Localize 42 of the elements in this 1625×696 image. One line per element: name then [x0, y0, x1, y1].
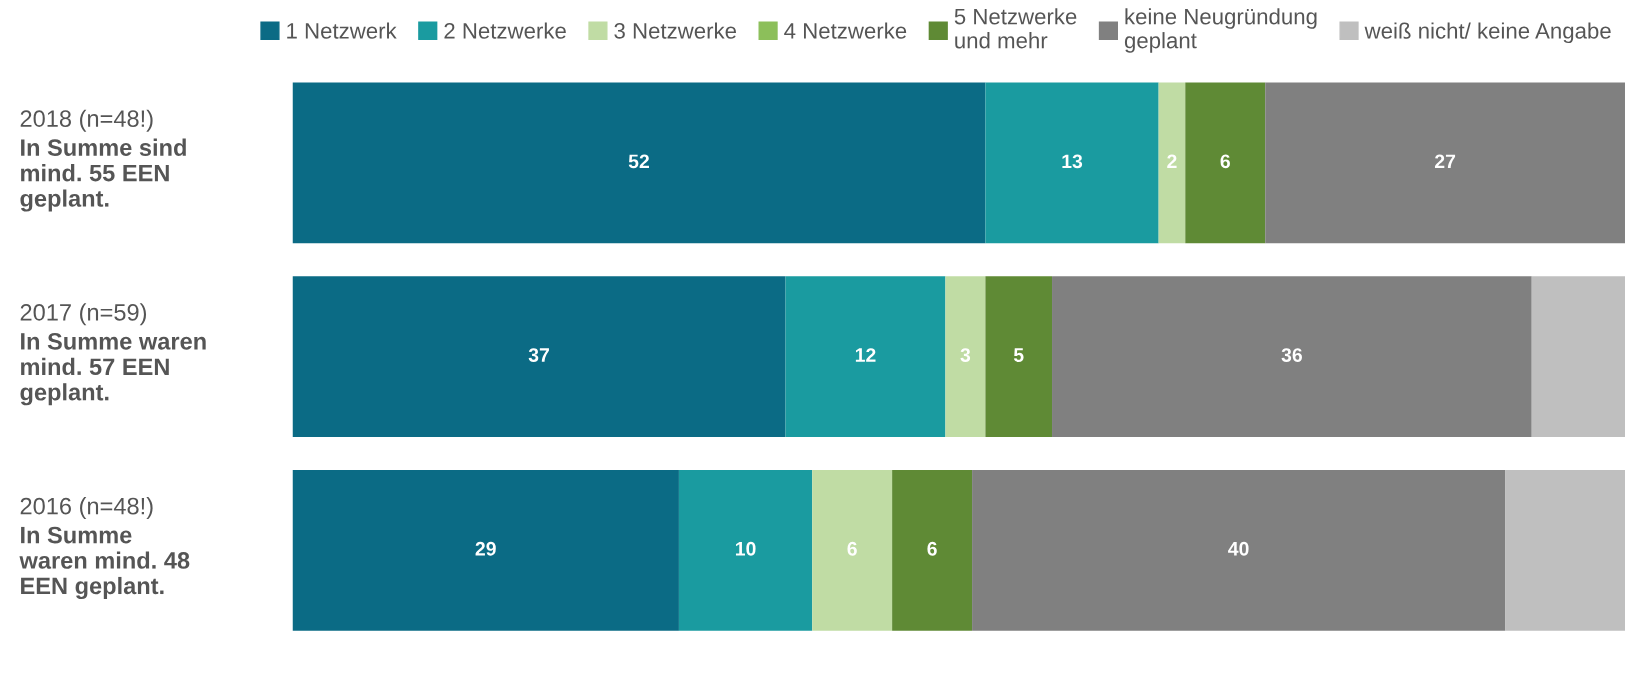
- y-tick-label: 2018 (n=48!) In Summe sind mind. 55 EEN geplant.: [20, 109, 186, 212]
- legend-label: weiß nicht/ keine Angabe: [1364, 22, 1611, 44]
- bar: [1505, 470, 1625, 631]
- legend-label: 3 Netzwerke: [614, 22, 736, 39]
- data-label: 27: [1434, 154, 1456, 169]
- bar: [972, 470, 1506, 631]
- data-label: 6: [1220, 154, 1230, 169]
- data-label: 13: [1062, 154, 1083, 169]
- bar: [945, 276, 986, 438]
- bar: [1185, 82, 1266, 244]
- legend-label: 5 Netzwerke und mehr: [954, 8, 1077, 49]
- data-label: 2: [1167, 154, 1177, 169]
- bar: [292, 470, 679, 631]
- legend-label: 4 Netzwerke: [784, 22, 907, 39]
- bar: [1265, 82, 1625, 244]
- legend-label: keine Neugründung geplant: [1124, 8, 1317, 53]
- bar: [785, 276, 946, 438]
- legend-label: 2 Netzwerke: [444, 22, 566, 39]
- bar: [985, 82, 1159, 244]
- bar: [985, 276, 1053, 438]
- y-tick-label: 2016 (n=48!) In Summe waren mind. 48 EEN geplant.: [19, 497, 190, 600]
- data-label: 10: [735, 541, 756, 556]
- data-label: 6: [927, 541, 937, 556]
- data-label: 29: [475, 541, 496, 556]
- bar: [1052, 276, 1532, 438]
- data-label: 6: [847, 541, 857, 556]
- data-label: 40: [1228, 541, 1249, 556]
- data-label: 36: [1281, 348, 1302, 362]
- bar: [292, 82, 986, 244]
- data-label: 3: [960, 348, 971, 362]
- bar: [292, 276, 786, 438]
- bar: [678, 470, 813, 631]
- bar: [1158, 82, 1186, 244]
- bar: [1531, 276, 1625, 438]
- bar: [892, 470, 973, 631]
- data-label: 52: [628, 154, 649, 169]
- bar: [812, 470, 893, 631]
- data-label: 5: [1013, 348, 1024, 362]
- data-label: 12: [855, 348, 876, 362]
- legend-label: 1 Netzwerk: [287, 22, 397, 39]
- y-tick-label: 2017 (n=59) In Summe waren mind. 57 EEN geplant.: [20, 303, 206, 406]
- data-label: 37: [528, 348, 549, 362]
